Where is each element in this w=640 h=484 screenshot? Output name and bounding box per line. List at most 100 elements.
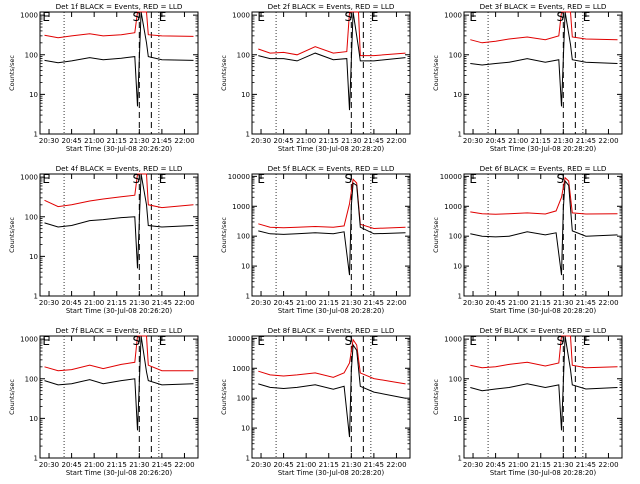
x-tick-label: 21:45 (364, 461, 384, 469)
panel-title: Det 3f BLACK = Events, RED = LLD (480, 2, 607, 11)
panel-title: Det 8f BLACK = Events, RED = LLD (268, 326, 395, 335)
x-tick-label: 21:30 (341, 461, 361, 469)
x-tick-label: 21:45 (364, 299, 384, 307)
plot-frame (39, 335, 199, 459)
x-tick-label: 20:30 (463, 299, 483, 307)
x-tick-label: 22:00 (386, 461, 406, 469)
x-tick-label: 21:30 (341, 137, 361, 145)
x-tick-label: 21:15 (531, 461, 551, 469)
marker-s: S (344, 334, 352, 348)
y-tick-label: 1 (34, 293, 38, 301)
y-tick-label: 10 (241, 263, 250, 271)
y-axis-label: Counts/sec (220, 379, 228, 415)
y-axis-label: Counts/sec (432, 379, 440, 415)
x-axis-label: Start Time (30-Jul-08 20:28:20) (490, 307, 597, 315)
marker-e-end: E (583, 10, 591, 24)
marker-e-end: E (371, 10, 379, 24)
x-tick-label: 20:45 (274, 299, 294, 307)
marker-e-start: E (257, 172, 265, 186)
x-tick-label: 21:00 (296, 137, 316, 145)
x-tick-label: 20:30 (463, 461, 483, 469)
series-line (470, 11, 618, 107)
x-axis-label: Start Time (30-Jul-08 20:26:20) (66, 469, 173, 477)
x-axis-label: Start Time (30-Jul-08 20:28:20) (278, 145, 385, 153)
x-tick-label: 20:30 (39, 299, 59, 307)
y-tick-label: 1 (246, 455, 250, 463)
x-tick-label: 21:45 (364, 137, 384, 145)
x-tick-label: 20:30 (251, 461, 271, 469)
plot-frame (251, 173, 411, 297)
x-tick-label: 21:15 (319, 299, 339, 307)
series-line (258, 182, 406, 276)
plot-frame (39, 11, 199, 135)
y-tick-label: 10000 (440, 173, 462, 181)
series-line (258, 178, 406, 230)
x-tick-label: 21:00 (84, 461, 104, 469)
x-tick-label: 21:15 (107, 137, 127, 145)
y-tick-label: 10 (241, 425, 250, 433)
x-tick-label: 21:15 (319, 461, 339, 469)
x-tick-label: 21:45 (576, 461, 596, 469)
x-tick-label: 21:45 (576, 299, 596, 307)
panel-title: Det 6f BLACK = Events, RED = LLD (480, 164, 607, 173)
plot-frame (39, 173, 199, 297)
detector-panel-7: Det 7f BLACK = Events, RED = LLD 1 10 100 10… (8, 326, 199, 477)
y-tick-label: 10000 (228, 173, 250, 181)
x-tick-label: 21:30 (553, 137, 573, 145)
marker-s: S (556, 334, 564, 348)
y-tick-label: 1000 (444, 203, 462, 211)
y-tick-label: 100 (237, 395, 250, 403)
x-axis-label: Start Time (30-Jul-08 20:28:20) (490, 469, 597, 477)
x-tick-label: 21:00 (508, 299, 528, 307)
series-line (44, 11, 194, 39)
x-tick-label: 21:45 (152, 299, 172, 307)
y-tick-label: 10000 (228, 335, 250, 343)
x-tick-label: 21:30 (129, 137, 149, 145)
y-tick-label: 100 (449, 51, 462, 59)
marker-e-start: E (469, 334, 477, 348)
y-tick-label: 10 (29, 91, 38, 99)
marker-s: S (556, 172, 564, 186)
series-line (470, 335, 618, 431)
x-tick-label: 22:00 (598, 299, 618, 307)
panel-title: Det 1f BLACK = Events, RED = LLD (56, 2, 183, 11)
y-axis-label: Counts/sec (8, 379, 16, 415)
plot-frame (463, 173, 623, 297)
y-tick-label: 10 (241, 91, 250, 99)
x-tick-label: 20:45 (486, 299, 506, 307)
series-line (470, 335, 618, 369)
marker-s: S (132, 334, 140, 348)
plot-frame (463, 335, 623, 459)
x-tick-label: 20:30 (251, 299, 271, 307)
detector-panel-6: Det 6f BLACK = Events, RED = LLD 1 10 100 10… (432, 164, 623, 315)
marker-e-end: E (583, 334, 591, 348)
series-line (44, 173, 194, 269)
panel-title: Det 7f BLACK = Events, RED = LLD (56, 326, 183, 335)
x-tick-label: 22:00 (598, 461, 618, 469)
y-tick-label: 100 (25, 51, 38, 59)
series-line (258, 11, 406, 111)
y-axis-label: Counts/sec (8, 217, 16, 253)
x-tick-label: 20:45 (274, 461, 294, 469)
marker-e-start: E (257, 10, 265, 24)
marker-e-end: E (159, 10, 167, 24)
marker-e-end: E (159, 334, 167, 348)
marker-e-end: E (583, 172, 591, 186)
y-tick-label: 1 (458, 455, 462, 463)
detector-panel-2: Det 2f BLACK = Events, RED = LLD 1 10 100 10… (220, 2, 411, 153)
y-tick-label: 100 (237, 51, 250, 59)
y-tick-label: 1000 (20, 336, 38, 344)
series-line (258, 338, 406, 385)
y-tick-label: 1000 (232, 12, 250, 20)
x-tick-label: 20:45 (62, 137, 82, 145)
plot-frame (251, 11, 411, 135)
x-tick-label: 21:15 (107, 299, 127, 307)
y-tick-label: 1000 (444, 12, 462, 20)
y-tick-label: 10 (453, 263, 462, 271)
x-tick-label: 20:30 (39, 461, 59, 469)
y-tick-label: 1 (246, 293, 250, 301)
panel-title: Det 9f BLACK = Events, RED = LLD (480, 326, 607, 335)
x-tick-label: 21:00 (84, 137, 104, 145)
x-tick-label: 21:15 (531, 299, 551, 307)
